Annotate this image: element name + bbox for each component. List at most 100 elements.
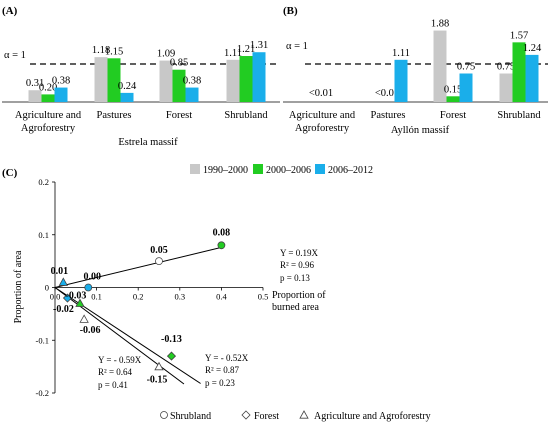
panel-c-points: 0.05 0.08 0.01 0.00 -0.02 -0.03 -0.06 -0.13 -0.1…: [51, 227, 231, 385]
panel-c-x-label-1: Proportion of: [272, 290, 326, 301]
panel-a-value-label-1-1: 1.15: [105, 46, 123, 57]
panel-b-value-label-1-0: <0.01: [375, 88, 399, 99]
panel-a-value-label-0-0: 0.31: [26, 78, 44, 89]
panel-b-value-label-3-2: 1.24: [523, 43, 542, 54]
period-legend-label-0: 1990–2000: [203, 165, 248, 176]
x-tick-label-2: 0.2: [133, 292, 144, 302]
x-tick-label-1: 0.1: [91, 292, 102, 302]
legend-forest-marker: [241, 410, 251, 420]
shrub-fit-r2: R² = 0.96: [280, 260, 315, 270]
legend-forest-label: Forest: [254, 411, 279, 422]
period-legend-swatch-1: [253, 164, 263, 174]
panel-a-cat-forest: Forest: [166, 110, 192, 121]
panel-b-bar-2-1: [446, 96, 460, 102]
panel-a-bar-1-1: [107, 58, 121, 102]
panel-c-x-label-2: burned area: [272, 302, 319, 313]
panel-a-bar-2-2: [185, 87, 199, 102]
panel-a-cat-agri-1: Agriculture and: [15, 110, 82, 121]
panel-a-title: Estrela massif: [118, 137, 178, 148]
x-tick-label-3: 0.3: [174, 292, 185, 302]
forest-fit-r2: R² = 0.87: [205, 365, 240, 375]
panel-b-value-label-1-2: 1.11: [392, 48, 410, 59]
panel-b-bar-3-2: [525, 54, 539, 102]
panel-a-value-label-1-0: 1.18: [92, 45, 110, 56]
panel-a-value-label-2-0: 1.09: [157, 49, 175, 60]
shrub-fit-equation: Y = 0.19X: [280, 248, 318, 258]
point-label-8: -0.15: [147, 375, 168, 386]
panel-a-cat-shrubland: Shrubland: [224, 110, 268, 121]
panel-a: α = 1 0.310.200.381.181.150.241.090.850.…: [2, 40, 280, 148]
panel-c: -0.2-0.100.10.20.0 0.1 0.2 0.3 0.4 0.5 0.050.…: [13, 177, 326, 398]
y-tick-label-1: -0.1: [36, 335, 49, 345]
panel-a-bar-0-2: [54, 87, 68, 102]
panel-a-bar-3-2: [252, 52, 266, 102]
panel-b-cat-shrubland: Shrubland: [497, 110, 541, 121]
y-tick-label-2: 0: [45, 283, 49, 293]
point-label-3: 0.00: [84, 272, 102, 283]
legend-agri-label: Agriculture and Agroforestry: [314, 411, 431, 422]
shrub-fit-p: p = 0.13: [280, 273, 310, 283]
panel-b-cat-forest: Forest: [440, 110, 466, 121]
period-legend: 1990–2000 2000–2006 2006–2012: [190, 164, 373, 176]
point-label-6: -0.06: [80, 325, 101, 336]
point-label-7: -0.13: [161, 334, 182, 345]
point-8: [154, 361, 164, 371]
y-tick-label-3: 0.1: [38, 230, 49, 240]
agri-fit-p: p = 0.41: [98, 380, 128, 390]
point-2: [58, 277, 68, 286]
panel-c-label: (C): [2, 167, 18, 179]
agri-fit-r2: R² = 0.64: [98, 367, 133, 377]
point-0: [155, 257, 163, 266]
panel-a-bars: 0.310.200.381.181.150.241.090.850.381.11…: [26, 40, 268, 102]
y-tick-label-4: 0.2: [38, 177, 49, 187]
period-legend-label-2: 2006–2012: [328, 165, 373, 176]
panel-a-threshold-label: α = 1: [4, 50, 26, 61]
panel-a-cat-agri-2: Agroforestry: [21, 123, 76, 134]
agri-fit-equation: Y = - 0.59X: [98, 355, 142, 365]
panel-b-value-label-0-0: <0.01: [309, 88, 333, 99]
point-1: [217, 241, 226, 250]
panel-b-value-label-3-1: 1.57: [510, 30, 528, 41]
point-label-2: 0.01: [51, 266, 69, 277]
panel-b-bar-1-2: [394, 59, 408, 102]
panel-a-label: (A): [2, 5, 18, 17]
panel-a-bar-1-2: [120, 92, 134, 102]
x-tick-label-4: 0.4: [216, 292, 227, 302]
legend-shrubland-label: Shrubland: [170, 411, 211, 422]
panel-a-value-label-0-2: 0.38: [52, 76, 70, 87]
panel-a-bar-1-0: [94, 57, 108, 102]
panel-b-value-label-2-2: 0.75: [457, 62, 475, 73]
legend-shrubland-marker: [160, 411, 168, 419]
panel-a-value-label-2-1: 0.85: [170, 58, 188, 69]
point-7: [166, 351, 177, 361]
panel-b-bar-2-0: [433, 30, 447, 103]
forest-fit-equation: Y = - 0.52X: [205, 353, 249, 363]
panel-a-bar-0-1: [41, 94, 55, 102]
marker-legend: Shrubland Forest Agriculture and Agrofores…: [160, 410, 431, 422]
point-5: [75, 298, 85, 307]
period-legend-label-1: 2000–2006: [266, 165, 311, 176]
panel-a-bar-2-1: [172, 69, 186, 102]
panel-b-threshold-label: α = 1: [286, 41, 308, 52]
panel-a-value-label-1-2: 0.24: [118, 81, 137, 92]
point-label-4: -0.02: [53, 304, 74, 315]
period-legend-swatch-0: [190, 164, 200, 174]
panel-a-cat-pastures: Pastures: [97, 110, 132, 121]
panel-a-bar-0-0: [28, 90, 42, 102]
panel-b-bar-3-0: [499, 73, 513, 102]
period-legend-swatch-2: [315, 164, 325, 174]
panel-c-y-label: Proportion of area: [13, 250, 24, 323]
panel-b-bars: <0.01 <0.01 1.11 1.88 0.15 0.75 0.75 1.57 1.24: [309, 19, 542, 103]
panel-c-ticks: -0.2 -0.1 0 0.1 0.2 0.0 0.1 0.2 0.3 0.4 0.5: [36, 177, 269, 398]
y-tick-label-0: -0.2: [36, 388, 49, 398]
panel-b-value-label-2-1: 0.15: [444, 84, 462, 95]
x-tick-label-0: 0.0: [50, 292, 61, 302]
panel-a-value-label-3-2: 1.31: [250, 40, 268, 51]
panel-a-value-label-2-2: 0.38: [183, 76, 201, 87]
panel-b: α = 1 <0.01 <0.01 1.11 1.88 0.15 0.75 0.75 1.57…: [283, 19, 548, 136]
panel-b-value-label-3-0: 0.75: [497, 62, 515, 73]
panel-b-bar-3-1: [512, 42, 526, 102]
panel-b-bar-2-2: [459, 73, 473, 102]
point-label-0: 0.05: [150, 245, 168, 256]
panel-b-cat-pastures: Pastures: [371, 110, 406, 121]
